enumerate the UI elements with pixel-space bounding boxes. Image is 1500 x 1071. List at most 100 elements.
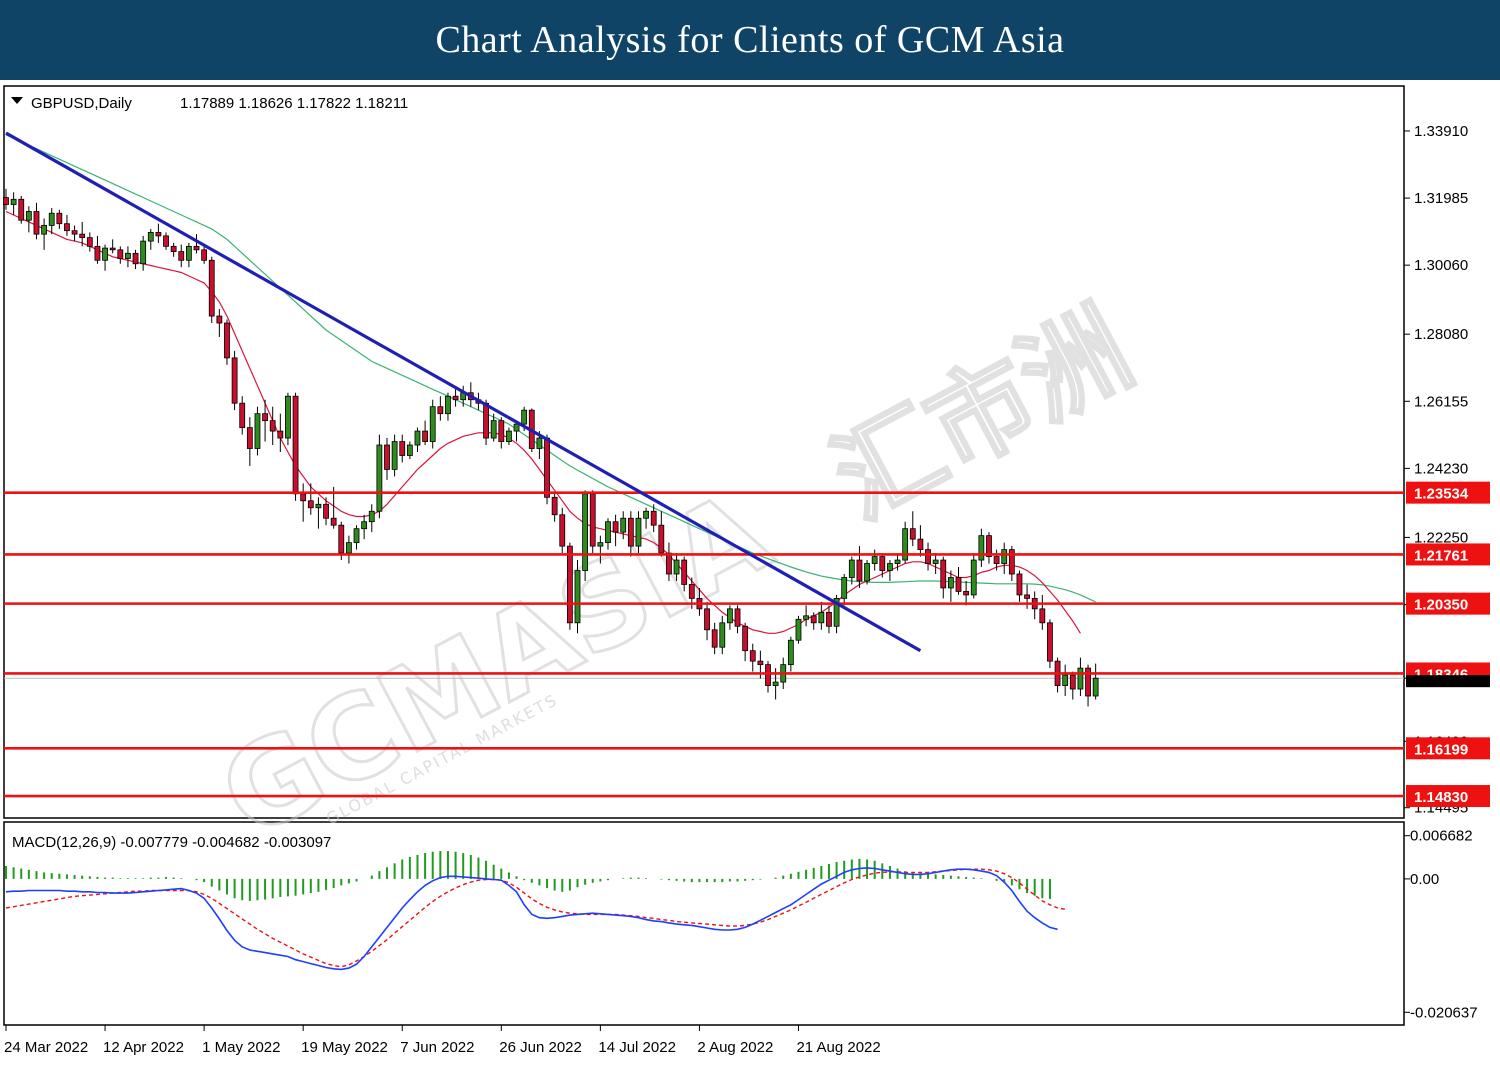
candle-body [841,577,848,599]
candle [620,511,627,540]
candle-body [193,245,200,251]
candle-body [559,514,566,547]
candle-body [635,517,642,547]
candle [384,438,390,480]
candle [826,605,832,634]
candle-body [18,198,25,221]
candle-body [208,259,215,317]
candle-body [955,577,962,592]
candle-body [871,556,878,564]
candle [551,493,558,522]
candle [681,556,688,592]
candle-body [970,559,977,596]
candle-body [673,559,680,575]
candle-body [33,211,40,235]
title-banner: Chart Analysis for Clients of GCM Asia [0,0,1500,80]
candle [795,615,802,644]
macd-main-line [5,867,1058,971]
candle [323,497,329,526]
macd-signal-line [5,868,1066,968]
candle-body [1016,573,1023,596]
candle-body [41,225,47,235]
candle-body [147,231,154,242]
level-price-label: 1.21761 [1414,547,1468,564]
candle-body [102,247,108,261]
level-price-box [1406,785,1490,808]
candle-body [323,503,329,519]
candle-body [338,524,345,554]
candle [917,525,924,557]
candle-body [727,608,733,624]
candle [925,542,931,571]
candle-body [292,395,299,495]
candle [627,511,634,557]
candle [117,246,124,264]
candle-body [384,444,390,470]
candle-body [1024,594,1030,599]
candle-body [170,245,177,252]
candle-body [765,664,771,686]
collapse-triangle-icon[interactable] [11,97,23,104]
candle-body [612,521,619,533]
time-axis-tick-label: 14 Jul 2022 [598,1039,676,1056]
candle-body [300,493,307,502]
candle [864,560,870,585]
chart-canvas: GCMASIA GLOBAL CAPITAL MARKETS 汇市洲 1.339… [3,85,1490,1056]
candle-body [597,542,604,547]
candle [56,209,63,229]
candle-body [1001,549,1008,564]
candle [208,256,215,324]
candle [185,242,192,268]
candle [841,574,848,606]
candle [871,549,878,571]
candle [3,188,9,210]
candle [902,521,909,564]
price-axis-tick-label: 1.31985 [1414,190,1468,207]
candle-body [932,559,939,564]
time-axis-tick-label: 2 Aug 2022 [697,1039,773,1056]
candle [79,221,86,247]
candle [353,525,360,550]
candle-body [262,413,268,422]
price-panel-frame [3,85,1405,819]
candle-body [856,559,863,582]
candle-body [909,528,916,540]
candle [25,206,32,233]
candle [216,309,223,337]
current-price-box [1406,675,1490,688]
candle-body [178,251,185,261]
candle [1085,664,1091,707]
candle-body [376,444,383,512]
candle-body [64,223,70,232]
candle [414,427,421,452]
candle-body [117,249,124,259]
price-axis-tick-label: 1.22250 [1414,529,1468,546]
candle [155,223,162,243]
candle [704,601,710,641]
candle [666,542,672,581]
candle [94,235,101,264]
level-price-label: 1.23534 [1414,486,1469,503]
candle-body [1039,608,1046,624]
candle-body [688,584,695,599]
candle-body [391,441,398,470]
candle-body [810,615,817,624]
candle [658,511,665,557]
candle [727,605,733,630]
candle-body [1085,667,1091,697]
candle-body [429,406,436,442]
candle-body [848,559,855,578]
candle-body [254,413,261,449]
candle [673,553,680,581]
candle-body [658,524,665,554]
candle-body [627,517,634,547]
candle-body [79,233,86,239]
candle-body [140,240,147,265]
candle [452,389,459,407]
candle-body [947,577,954,589]
candle-body [506,430,512,442]
candle-body [285,395,291,439]
candle-body [445,395,451,415]
candle [605,518,611,550]
candle-body [818,611,825,624]
